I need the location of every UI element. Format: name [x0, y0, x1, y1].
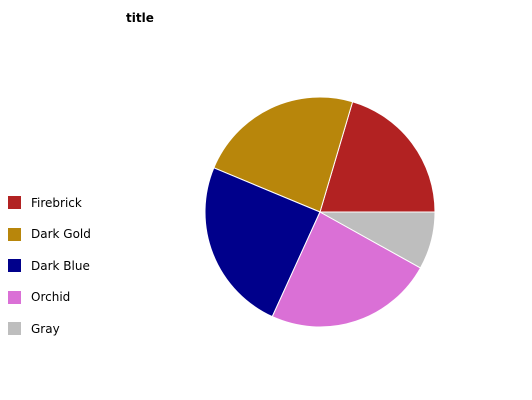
legend-label: Dark Gold: [31, 227, 91, 241]
pie-slice-dark-gold: [213, 96, 354, 213]
legend-label: Firebrick: [31, 195, 82, 210]
pie-slice-dark-blue: [204, 167, 321, 318]
legend-item-firebrick: Firebrick: [8, 195, 91, 210]
legend: Firebrick Dark Gold Dark Blue Orchid Gray: [8, 195, 91, 353]
legend-swatch: [8, 259, 21, 272]
legend-item-orchid: Orchid: [8, 290, 91, 305]
legend-label: Dark Blue: [31, 258, 90, 273]
legend-item-dark-blue: Dark Blue: [8, 258, 91, 273]
legend-swatch: [8, 290, 21, 304]
chart-title: title: [126, 11, 154, 25]
legend-label: Gray: [31, 321, 60, 336]
legend-item-gray: Gray: [8, 321, 91, 336]
legend-item-dark-gold: Dark Gold: [8, 227, 91, 242]
pie-slice-orchid: [271, 211, 422, 328]
pie-slice-firebrick: [319, 101, 436, 213]
legend-swatch: [8, 322, 21, 335]
legend-swatch: [8, 227, 21, 241]
legend-label: Orchid: [31, 290, 71, 304]
legend-swatch: [8, 196, 21, 209]
pie-slice-gray: [318, 211, 436, 269]
